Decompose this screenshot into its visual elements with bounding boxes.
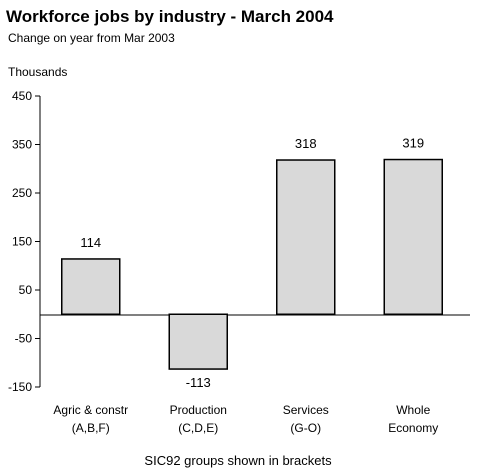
bar (383, 158, 443, 315)
data-label: -113 (186, 375, 211, 390)
bar (168, 313, 228, 370)
category-label: Agric & constr (53, 403, 128, 417)
bars (61, 158, 443, 370)
data-label: 319 (402, 136, 424, 151)
category-label: Economy (388, 421, 438, 435)
y-axis-ticks: 450 350 250 150 50 -50 -150 (8, 89, 40, 394)
chart-title: Workforce jobs by industry - March 2004 (6, 7, 334, 26)
y-axis-label: Thousands (8, 65, 67, 79)
y-tick-label: 250 (12, 186, 32, 200)
y-tick-label: -50 (15, 332, 33, 346)
category-label: Whole (396, 403, 430, 417)
y-tick-label: 150 (12, 235, 32, 249)
category-label: (G-O) (290, 421, 321, 435)
bar (276, 159, 336, 315)
category-labels: Agric & constr (A,B,F) Production (C,D,E) Se… (53, 403, 438, 435)
bar (61, 258, 121, 315)
footnote: SIC92 groups shown in brackets (144, 453, 332, 468)
category-label: Production (170, 403, 227, 417)
data-label: 114 (80, 235, 101, 250)
category-label: (A,B,F) (72, 421, 110, 435)
chart-subtitle: Change on year from Mar 2003 (8, 31, 175, 45)
data-label: 318 (295, 136, 317, 151)
category-label: Services (283, 403, 329, 417)
y-tick-label: 350 (12, 138, 32, 152)
y-tick-label: -150 (8, 380, 32, 394)
category-label: (C,D,E) (178, 421, 218, 435)
data-labels: 114 -113 318 319 (80, 136, 424, 391)
y-tick-label: 50 (19, 283, 33, 297)
y-tick-label: 450 (12, 89, 32, 103)
